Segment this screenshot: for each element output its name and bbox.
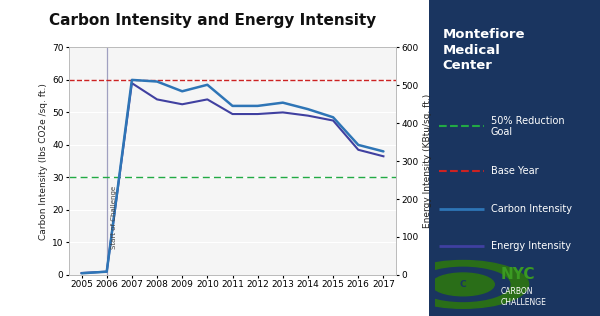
Text: CHALLENGE: CHALLENGE [500,298,547,307]
Circle shape [416,267,510,301]
Text: Carbon Intensity: Carbon Intensity [491,204,572,214]
Text: Base Year: Base Year [491,166,538,176]
Circle shape [432,273,494,296]
Text: Start of Challenge: Start of Challenge [110,186,116,249]
Y-axis label: Energy Intensity (KBtu/sq. ft.): Energy Intensity (KBtu/sq. ft.) [423,94,432,228]
Text: NYC: NYC [500,267,535,282]
Text: C: C [460,280,466,289]
Text: Energy Intensity: Energy Intensity [491,241,571,252]
Circle shape [398,260,529,308]
Y-axis label: Carbon Intensity (lbs CO2e /sq. ft.): Carbon Intensity (lbs CO2e /sq. ft.) [39,83,48,240]
Text: Montefiore
Medical
Center: Montefiore Medical Center [443,28,525,72]
Text: 50% Reduction
Goal: 50% Reduction Goal [491,116,564,137]
Text: Carbon Intensity and Energy Intensity: Carbon Intensity and Energy Intensity [49,13,377,27]
Text: CARBON: CARBON [500,287,533,296]
